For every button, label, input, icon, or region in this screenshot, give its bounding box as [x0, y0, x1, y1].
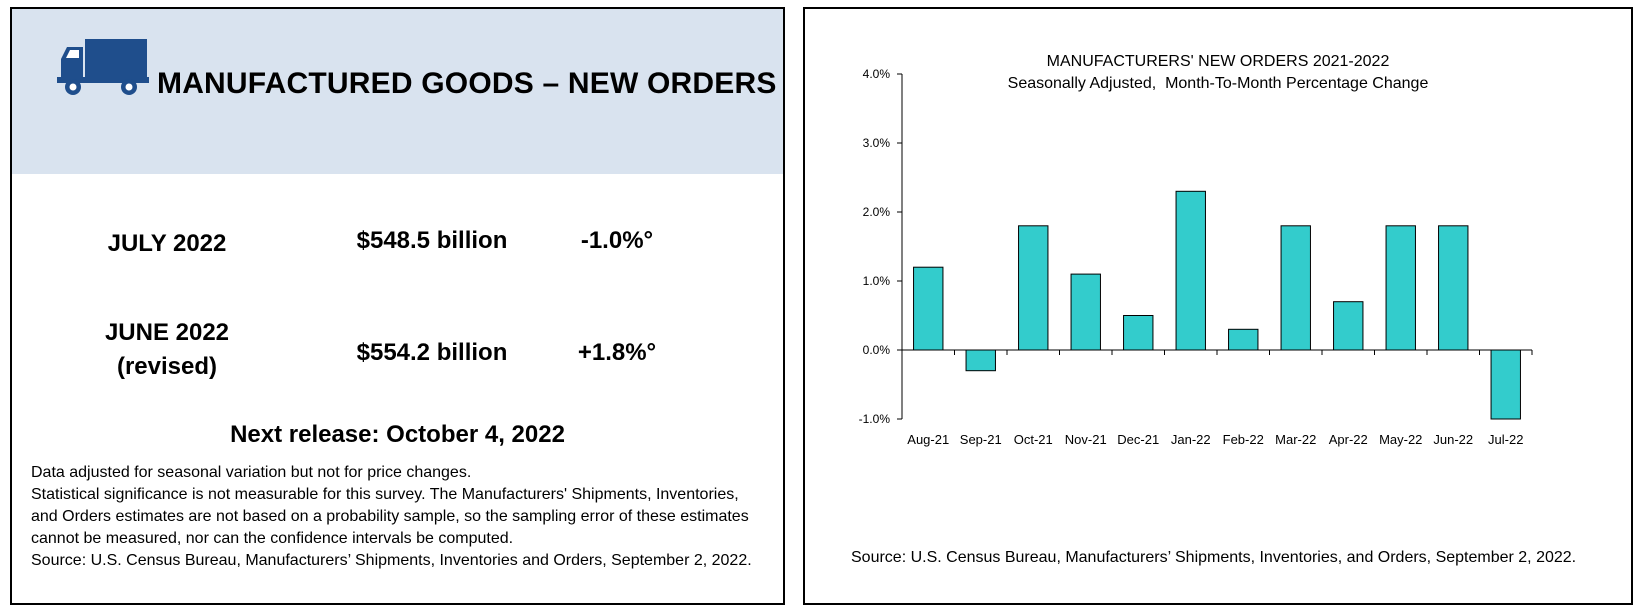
bar [1490, 349, 1521, 420]
x-tick-label: Sep-21 [960, 432, 1002, 447]
change-value: +1.8%° [577, 339, 657, 366]
bar [1438, 225, 1469, 351]
x-tick-label: May-22 [1379, 432, 1422, 447]
x-tick-label: Mar-22 [1275, 432, 1316, 447]
header-band [12, 9, 783, 174]
x-tick-label: Apr-22 [1329, 432, 1368, 447]
chart-subtitle: Seasonally Adjusted, Month-To-Month Perc… [1007, 75, 1429, 92]
period-label: JULY 2022 [107, 230, 227, 257]
chart-source: Source: U.S. Census Bureau, Manufacturer… [851, 549, 1577, 566]
bar [1333, 301, 1364, 351]
bar [1385, 225, 1416, 351]
bar [913, 266, 944, 351]
summary-panel: MANUFACTURED GOODS – NEW ORDERS JULY 202… [10, 7, 785, 605]
y-tick-label: 3.0% [863, 136, 891, 150]
x-tick-label: Feb-22 [1223, 432, 1264, 447]
x-tick-label: Aug-21 [907, 432, 949, 447]
next-release-date: Next release: October 4, 2022 [230, 421, 565, 448]
x-tick-label: Nov-21 [1065, 432, 1107, 447]
y-tick-label: 4.0% [863, 67, 891, 81]
x-tick-label: Jan-22 [1171, 432, 1211, 447]
note-seasonal: Data adjusted for seasonal variation but… [31, 464, 472, 481]
x-tick-label: Oct-21 [1014, 432, 1053, 447]
bar-chart: -1.0% 0.0% 1.0% 2.0% 3.0% 4.0% Aug-21 Sep-21 Oct… [859, 67, 1533, 447]
period-label: JUNE 2022 (revised) [104, 319, 230, 380]
chart-panel: MANUFACTURERS' NEW ORDERS 2021-2022 Seas… [803, 7, 1633, 605]
amount-value: $548.5 billion [356, 227, 508, 254]
truck-icon [57, 39, 149, 95]
y-tick-label: 2.0% [863, 205, 891, 219]
note-source: Source: U.S. Census Bureau, Manufacturer… [31, 552, 752, 569]
x-tick-label: Jun-22 [1433, 432, 1473, 447]
y-tick-label: 1.0% [863, 274, 891, 288]
bar [1228, 328, 1259, 351]
bar [1123, 315, 1154, 351]
change-value: -1.0%° [580, 227, 654, 254]
amount-value: $554.2 billion [356, 339, 508, 366]
bar [965, 349, 996, 372]
x-tick-label: Jul-22 [1488, 432, 1523, 447]
bar [1175, 190, 1206, 351]
y-tick-label: 0.0% [863, 343, 891, 357]
footnotes: Data adjusted for seasonal variation but… [31, 462, 766, 572]
bar [1070, 273, 1101, 351]
bar [1280, 225, 1311, 351]
bar [1018, 225, 1049, 351]
y-tick-label: -1.0% [859, 412, 891, 426]
note-significance: Statistical significance is not measurab… [31, 486, 749, 547]
chart-title-block: MANUFACTURERS' NEW ORDERS 2021-2022 Seas… [805, 51, 1631, 95]
x-tick-label: Dec-21 [1117, 432, 1159, 447]
panel-title: MANUFACTURED GOODS – NEW ORDERS [157, 67, 777, 100]
chart-title: MANUFACTURERS' NEW ORDERS 2021-2022 [1046, 53, 1390, 70]
